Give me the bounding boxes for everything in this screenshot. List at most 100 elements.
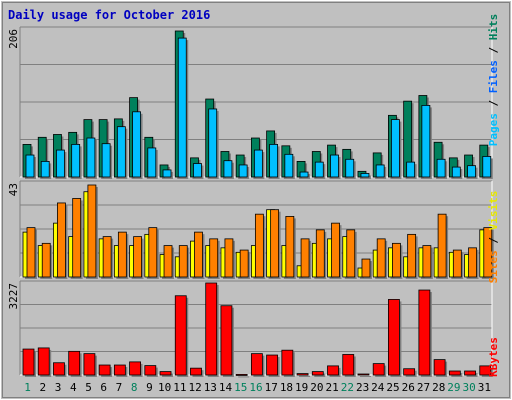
files-bar bbox=[406, 161, 416, 178]
sites-bar bbox=[163, 245, 173, 278]
x-tick-label: 7 bbox=[116, 381, 123, 394]
sites-bar bbox=[178, 245, 188, 278]
ymax-label: 3227 bbox=[7, 283, 20, 310]
files-bar bbox=[193, 163, 202, 178]
ymax-label: 206 bbox=[7, 29, 20, 49]
kbytes-bar bbox=[68, 350, 81, 376]
files-bar bbox=[299, 171, 309, 178]
x-tick-label: 17 bbox=[265, 381, 278, 394]
sites-bar bbox=[72, 198, 82, 278]
files-bar bbox=[451, 166, 461, 178]
sites-bar bbox=[26, 227, 36, 278]
kbytes-bar bbox=[235, 374, 248, 376]
files-bar bbox=[132, 111, 141, 178]
files-bar bbox=[116, 126, 126, 178]
sites-bar bbox=[239, 249, 249, 278]
files-bar bbox=[436, 158, 446, 178]
x-tick-label: 18 bbox=[280, 381, 293, 394]
sites-bar bbox=[270, 209, 280, 278]
sites-bar bbox=[422, 245, 432, 278]
files-bar bbox=[208, 108, 218, 178]
kbytes-bar bbox=[220, 305, 233, 376]
x-tick-label: 1 bbox=[24, 381, 31, 394]
x-tick-label: 4 bbox=[70, 381, 77, 394]
files-bar bbox=[238, 164, 248, 178]
sites-bar bbox=[102, 236, 112, 278]
files-bar bbox=[71, 143, 81, 178]
kbytes-bar bbox=[464, 370, 476, 376]
kbytes-bar bbox=[403, 368, 416, 376]
files-bar bbox=[86, 137, 96, 178]
kbytes-bar-shadow bbox=[359, 376, 371, 378]
sites-bar bbox=[41, 242, 51, 278]
kbytes-bar bbox=[174, 295, 187, 376]
files-bar bbox=[375, 164, 385, 178]
sites-bar bbox=[209, 238, 219, 278]
kbytes-bar bbox=[418, 289, 431, 376]
kbytes-bar bbox=[479, 365, 492, 376]
files-bar bbox=[314, 161, 324, 178]
x-tick-label: 2 bbox=[40, 381, 47, 394]
kbytes-bar bbox=[372, 363, 385, 376]
legend-entry: KBytes bbox=[487, 337, 500, 377]
x-tick-label: 24 bbox=[371, 381, 385, 394]
sites-bar bbox=[194, 231, 203, 278]
sites-bar bbox=[452, 249, 462, 278]
kbytes-bar bbox=[37, 347, 50, 376]
x-tick-label: 10 bbox=[158, 381, 171, 394]
x-tick-label: 16 bbox=[249, 381, 262, 394]
x-tick-label: 14 bbox=[219, 381, 233, 394]
files-bar bbox=[284, 153, 294, 178]
kbytes-bar bbox=[98, 364, 111, 376]
x-tick-label: 9 bbox=[146, 381, 153, 394]
sites-bar bbox=[361, 258, 371, 278]
sites-bar bbox=[392, 242, 401, 278]
kbytes-bar bbox=[296, 373, 309, 376]
kbytes-bar bbox=[129, 361, 141, 376]
files-bar bbox=[25, 154, 35, 178]
legend-entry: Files bbox=[487, 60, 500, 93]
files-bar bbox=[345, 158, 355, 178]
legend-pages-files-hits: Pages / Files / Hits bbox=[487, 14, 500, 147]
sites-bar bbox=[300, 238, 310, 278]
kbytes-bar bbox=[388, 299, 400, 376]
kbytes-bar bbox=[433, 359, 446, 376]
legend-entry: Sites bbox=[487, 250, 500, 283]
x-tick-label: 8 bbox=[131, 381, 138, 394]
kbytes-bar bbox=[205, 282, 218, 376]
sites-bar bbox=[148, 227, 158, 278]
x-tick-label: 29 bbox=[447, 381, 460, 394]
x-tick-label: 31 bbox=[478, 381, 491, 394]
files-bar bbox=[223, 160, 233, 178]
x-tick-label: 26 bbox=[402, 381, 415, 394]
sites-bar bbox=[437, 213, 447, 278]
sites-bar bbox=[254, 213, 264, 278]
x-tick-label: 21 bbox=[326, 381, 339, 394]
sites-bar bbox=[331, 222, 340, 278]
legend-entry: Pages bbox=[487, 113, 500, 146]
kbytes-bar-shadow bbox=[299, 375, 311, 377]
files-bar bbox=[162, 169, 172, 178]
sites-bar bbox=[346, 229, 356, 278]
x-tick-label: 22 bbox=[341, 381, 354, 394]
kbytes-bar bbox=[53, 362, 65, 376]
files-bar bbox=[482, 156, 492, 178]
files-bar bbox=[391, 119, 400, 178]
kbytes-bar bbox=[327, 365, 339, 376]
kbytes-bar bbox=[83, 353, 96, 376]
files-bar bbox=[253, 149, 263, 178]
kbytes-bar bbox=[22, 348, 35, 376]
files-bar bbox=[40, 161, 50, 178]
legend-entry: Visits bbox=[487, 191, 500, 231]
x-tick-label: 20 bbox=[310, 381, 323, 394]
ymax-label: 43 bbox=[7, 183, 20, 196]
kbytes-bar-shadow bbox=[238, 376, 250, 378]
x-tick-label: 25 bbox=[386, 381, 399, 394]
sites-bar bbox=[224, 238, 234, 278]
sites-bar bbox=[315, 229, 325, 278]
kbytes-bar bbox=[190, 367, 202, 376]
panel-3: 3227 bbox=[7, 280, 493, 376]
legend-entry: / bbox=[487, 230, 500, 250]
